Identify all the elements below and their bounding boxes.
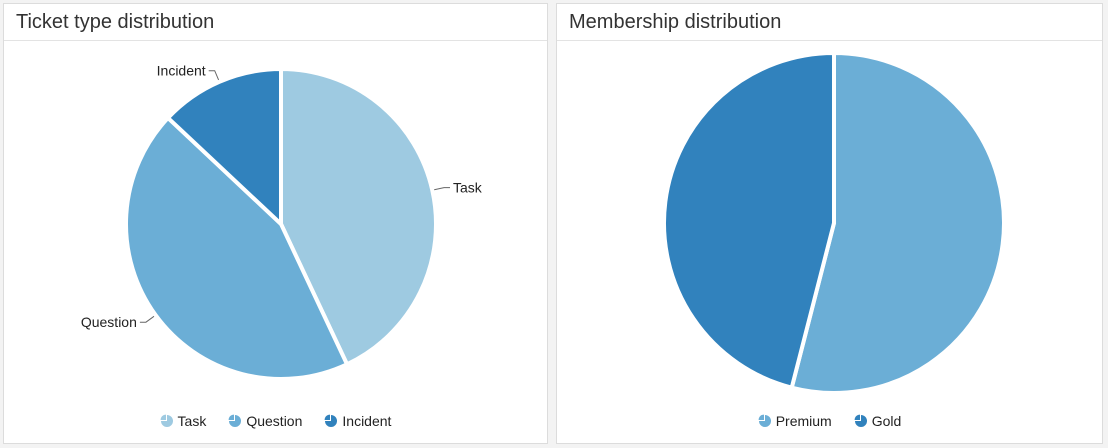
legend-label-incident: Incident	[342, 413, 392, 429]
pie-slice-task[interactable]	[279, 67, 438, 367]
legend-item-task[interactable]: Task	[160, 413, 207, 429]
label-connector-task	[434, 187, 450, 191]
membership-pie-chart	[661, 51, 1006, 395]
slice-label-incident: Incident	[157, 63, 206, 79]
legend-label-question: Question	[246, 413, 303, 429]
membership-panel: Membership distribution Premium Gold	[556, 3, 1103, 444]
label-connector-question	[139, 315, 155, 323]
pie-slice-gold[interactable]	[661, 51, 836, 390]
membership-header: Membership distribution	[557, 4, 1102, 41]
membership-title: Membership distribution	[569, 10, 782, 33]
legend-item-question[interactable]: Question	[228, 413, 302, 429]
membership-legend: Premium Gold	[557, 413, 1102, 429]
pie-slice-premium[interactable]	[789, 51, 1006, 395]
pie-slice-incident[interactable]	[166, 67, 283, 226]
legend-item-incident[interactable]: Incident	[324, 413, 391, 429]
ticket-type-header: Ticket type distribution	[4, 4, 547, 41]
pie-slice-question[interactable]	[124, 115, 349, 381]
legend-label-premium: Premium	[775, 413, 832, 429]
legend-item-gold[interactable]: Gold	[854, 413, 902, 429]
ticket-type-panel: Ticket type distribution Task Question Inc…	[3, 3, 548, 444]
pie-legend-icon	[228, 414, 242, 427]
pie-legend-icon	[854, 414, 867, 427]
pie-legend-icon	[160, 414, 173, 427]
legend-item-premium[interactable]: Premium	[758, 413, 832, 429]
pie-legend-icon	[758, 414, 771, 427]
ticket-type-legend: Task Question Incident	[4, 413, 547, 429]
ticket-type-pie-chart: Task Question Incident	[81, 63, 483, 381]
label-connector-incident	[208, 70, 220, 81]
legend-label-gold: Gold	[871, 413, 902, 429]
pie-legend-icon	[324, 414, 338, 427]
ticket-type-title: Ticket type distribution	[16, 10, 215, 33]
slice-label-task: Task	[453, 180, 483, 196]
slice-label-question: Question	[81, 314, 137, 330]
legend-label-task: Task	[177, 413, 207, 429]
